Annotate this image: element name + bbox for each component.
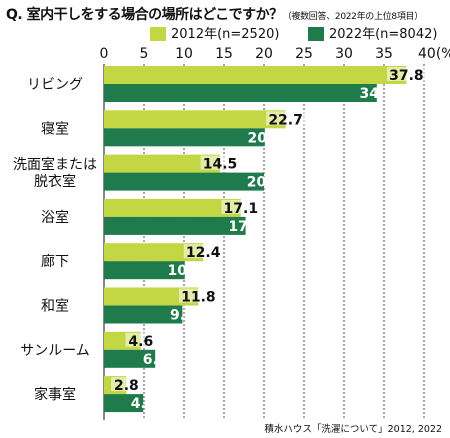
bar-2022 [104,216,246,235]
data-label: 4.9 [131,396,156,412]
data-label-bg [183,244,223,259]
question-note: （複数回答、2022年の上位8項目） [282,12,424,22]
bar-2012 [104,243,204,262]
x-tick-label: 30 [335,46,353,62]
bars [104,66,407,413]
data-label: 10.1 [168,263,203,279]
bar-2022 [104,84,377,102]
bar-2022 [104,305,183,324]
x-tick-label: 0 [100,46,109,62]
data-label: 37.8 [389,68,424,84]
bar-2022 [104,172,264,191]
data-label: 17.7 [228,219,263,235]
data-label: 14.5 [203,157,238,173]
data-label: 9.8 [170,308,195,324]
legend-label-2022: 2022年(n=8042) [329,27,438,42]
bar-2012 [104,66,407,84]
data-label: 6.4 [143,352,168,368]
x-tick-label: 40(%) [418,46,450,62]
bar-2022 [104,261,185,280]
data-label-bg [111,377,142,392]
data-label: 22.7 [268,112,303,128]
category-label: 浴室 [41,209,69,226]
data-label-bg [125,332,157,347]
question-text: Q. 室内干しをする場合の場所はどこですか？ [6,7,283,23]
category-label: 寝室 [41,120,69,137]
bar-2022 [104,394,144,413]
x-tick-label: 35 [375,46,393,62]
bar-2012 [104,110,286,129]
category-label: 和室 [41,298,69,315]
x-tick-label: 15 [215,46,233,62]
category-label: 洗面室または [13,156,97,173]
bar-2012 [104,287,199,306]
data-label: 12.4 [186,245,221,261]
x-tick-label: 10 [175,46,193,62]
x-tick-labels: 0 5 10 15 20 25 30 35 40(%) [100,46,450,62]
x-tick-label: 5 [140,46,149,62]
legend-item-2022: 2022年(n=8042) [308,27,437,42]
legend-swatch-2012 [150,27,166,41]
category-label: リビング [27,77,83,93]
legend-item-2012: 2012年(n=2520) [150,27,279,42]
source-note: 積水ハウス「洗濯について」2012, 2022 [264,424,442,435]
data-label-bg [200,155,240,170]
data-label: 11.8 [181,290,216,306]
data-labels: 37.8 34.1 22.7 20.1 14.5 20.0 17.1 17.7 12.4 10.1… [111,67,426,412]
category-label: 脱衣室 [34,173,76,190]
bar-2012 [104,198,241,217]
legend-swatch-2022 [308,27,324,41]
legend-label-2012: 2012年(n=2520) [171,27,280,42]
category-label: サンルーム [20,343,90,359]
data-label: 20.0 [247,175,282,191]
data-label-bg [387,67,426,81]
data-label-bg [266,111,305,126]
category-label: 廊下 [41,253,69,270]
data-label: 17.1 [224,201,259,217]
data-label: 2.8 [114,378,139,394]
bar-2012 [104,154,220,173]
bar-2022 [104,349,156,368]
data-label-bg [221,199,261,214]
data-label: 20.1 [248,130,283,146]
x-tick-label: 25 [295,46,313,62]
data-label-bg [179,288,218,303]
category-label: 家事室 [34,386,76,403]
x-tick-label: 20 [255,46,273,62]
data-label: 34.1 [360,86,395,102]
data-label: 4.6 [128,334,153,350]
chart-title: Q. 室内干しをする場合の場所はどこですか？（複数回答、2022年の上位8項目） [6,4,423,24]
bar-2022 [104,128,265,147]
